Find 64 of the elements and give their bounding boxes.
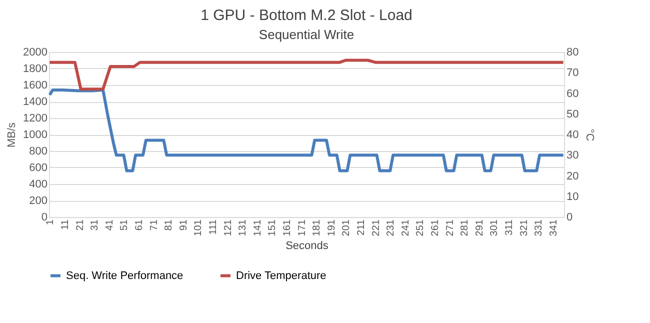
legend-label: Drive Temperature — [236, 270, 326, 282]
y-tick-label: 600 — [29, 162, 48, 174]
x-tick-label: 271 — [444, 219, 456, 236]
chart-title: 1 GPU - Bottom M.2 Slot - Load — [200, 7, 412, 24]
x-tick-label: 321 — [518, 219, 530, 236]
x-tick-label: 141 — [252, 219, 264, 236]
x-tick-label: 101 — [193, 219, 204, 236]
x-axis-title: Seconds — [286, 240, 329, 252]
y2-tick-label: 40 — [566, 129, 579, 141]
x-tick-label: 171 — [296, 219, 308, 236]
y2-tick-label: 80 — [566, 46, 579, 58]
y2-tick-label: 20 — [566, 170, 579, 182]
x-tick-label: 181 — [312, 219, 323, 236]
x-tick-label: 201 — [341, 219, 352, 236]
y2-tick-label: 10 — [566, 190, 579, 203]
x-tick-label: 281 — [460, 219, 471, 236]
y-tick-label: 200 — [29, 195, 48, 207]
chart-subtitle: Sequential Write — [258, 27, 354, 42]
x-tick-label: 331 — [534, 219, 545, 236]
y-tick-label: 1000 — [23, 129, 48, 141]
x-tick-label: 231 — [386, 219, 397, 236]
x-tick-label: 341 — [548, 219, 560, 236]
x-tick-label: 71 — [148, 219, 160, 231]
y-tick-label: 0 — [41, 212, 48, 224]
x-tick-label: 251 — [415, 219, 426, 236]
x-tick-label: 161 — [282, 219, 294, 236]
x-tick-label: 311 — [504, 219, 516, 236]
y2-tick-label: 70 — [566, 67, 579, 80]
y-axis-title: MB/s — [6, 122, 18, 148]
y2-tick-label: 50 — [566, 108, 579, 120]
y-tick-label: 1200 — [23, 112, 48, 124]
x-tick-label: 191 — [326, 219, 338, 236]
x-tick-label: 91 — [178, 219, 190, 231]
x-tick-label: 151 — [267, 219, 278, 236]
y2-axis-title: °C — [584, 128, 596, 142]
x-tick-label: 41 — [104, 219, 116, 231]
x-tick-label: 301 — [489, 219, 500, 236]
x-tick-label: 81 — [164, 219, 175, 231]
x-tick-label: 211 — [356, 219, 368, 236]
y2-tick-label: 60 — [566, 88, 579, 100]
x-tick-label: 121 — [222, 219, 234, 236]
y-tick-label: 1800 — [23, 63, 48, 75]
y-tick-label: 400 — [29, 178, 48, 190]
y-tick-label: 800 — [29, 146, 48, 158]
line-series — [48, 58, 565, 91]
x-tick-label: 291 — [474, 219, 486, 236]
x-tick-label: 61 — [134, 219, 146, 231]
x-tick-label: 31 — [90, 219, 101, 231]
x-tick-label: 111 — [208, 219, 220, 235]
x-tick-label: 11 — [60, 219, 72, 230]
y2-tick-label: 0 — [566, 212, 573, 224]
x-tick-label: 241 — [400, 219, 412, 236]
legend-label: Seq. Write Performance — [66, 270, 184, 282]
line-series — [48, 88, 565, 172]
x-tick-label: 221 — [370, 219, 382, 236]
x-tick-label: 1 — [45, 219, 56, 226]
y-tick-label: 2000 — [23, 46, 48, 58]
x-tick-label: 261 — [430, 219, 442, 236]
x-tick-label: 21 — [74, 219, 86, 231]
y-tick-label: 1600 — [23, 80, 48, 92]
x-tick-label: 51 — [119, 219, 130, 231]
x-tick-label: 131 — [238, 219, 249, 236]
y2-tick-label: 30 — [566, 150, 579, 162]
y-tick-label: 1400 — [23, 96, 48, 108]
